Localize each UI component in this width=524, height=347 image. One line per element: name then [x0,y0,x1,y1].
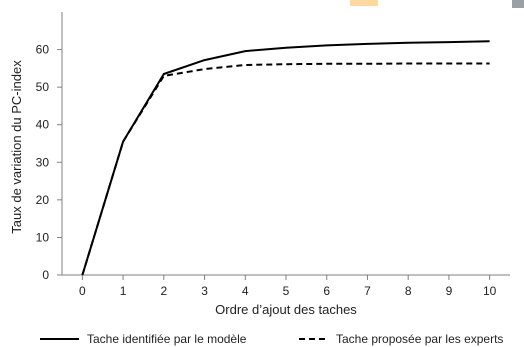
y-tick-label: 50 [36,80,50,94]
x-tick-label: 0 [79,284,86,298]
x-tick-label: 2 [160,284,167,298]
legend-label-experts: Tache proposée par les experts [336,332,503,346]
x-axis-title: Ordre d’ajout des taches [215,302,357,317]
y-tick-label: 10 [36,230,50,244]
x-tick-label: 6 [323,284,330,298]
series-line-model [81,40,490,276]
x-tick-label: 1 [120,284,127,298]
legend: Tache identifiée par le modèle Tache pro… [40,332,503,346]
x-tick-label: 9 [446,284,453,298]
legend-label-model: Tache identifiée par le modèle [87,332,247,346]
y-axis-title: Taux de variation du PC-index [9,60,24,234]
x-tick-label: 8 [405,284,412,298]
x-tick-label: 5 [283,284,290,298]
y-tick-label: 20 [36,193,50,207]
y-tick-label: 30 [36,155,50,169]
chart-axes [61,12,510,276]
y-tick-label: 40 [36,118,50,132]
y-tick-label: 60 [36,43,50,57]
x-tick-label: 4 [242,284,249,298]
top-color-swatch [350,0,378,6]
y-ticks: 0 10 20 30 40 50 60 [36,43,62,282]
series-line-experts [81,62,490,276]
x-tick-label: 7 [364,284,371,298]
x-tick-label: 10 [483,284,497,298]
y-tick-label: 0 [42,268,49,282]
x-tick-label: 3 [201,284,208,298]
series-lines [81,40,490,276]
x-ticks: 0 1 2 3 4 5 6 7 8 9 10 [79,275,497,298]
top-gray-swatch [512,0,524,8]
